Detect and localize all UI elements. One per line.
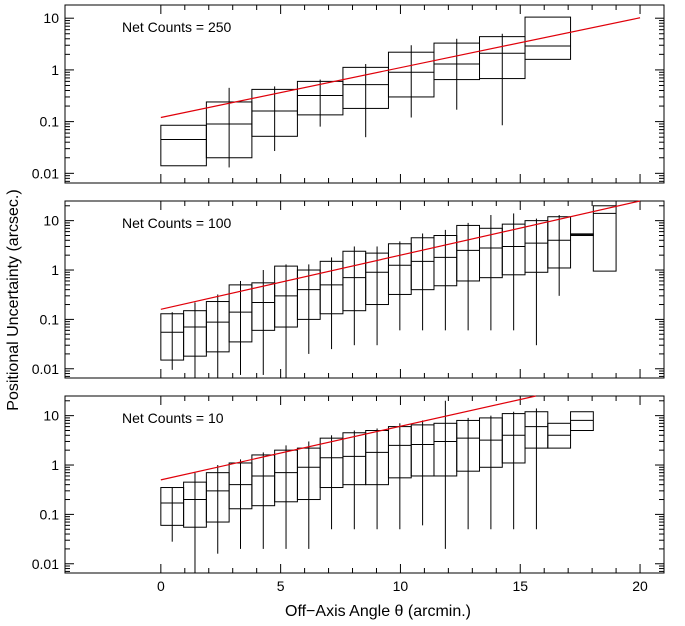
plot-frame bbox=[64, 4, 665, 184]
x-tick-label: 20 bbox=[632, 578, 648, 594]
panel-net-counts-100: 0.01 0.1 1 10 Net Counts = 100 bbox=[32, 200, 665, 379]
net-counts-label: Net Counts = 100 bbox=[122, 215, 232, 231]
y-tick-label: 10 bbox=[43, 408, 59, 424]
y-tick-label: 10 bbox=[43, 10, 59, 26]
y-tick-label: 1 bbox=[51, 457, 59, 473]
y-tick-label: 0.1 bbox=[40, 506, 60, 522]
y-tick-label: 1 bbox=[51, 262, 59, 278]
y-tick-label: 0.01 bbox=[32, 361, 59, 377]
y-tick-label: 1 bbox=[51, 62, 59, 78]
y-tick-label: 10 bbox=[43, 213, 59, 229]
x-tick-label: 10 bbox=[393, 578, 409, 594]
fit-line bbox=[160, 17, 641, 119]
box bbox=[547, 216, 572, 269]
panel-net-counts-250: 0.01 0.1 1 10 Net Counts = 250 bbox=[32, 4, 665, 184]
x-tick-label: 15 bbox=[512, 578, 528, 594]
x-tick-label: 0 bbox=[157, 578, 165, 594]
x-axis-label: Off−Axis Angle θ (arcmin.) bbox=[285, 603, 471, 620]
fit-line bbox=[160, 200, 641, 310]
fit-line bbox=[160, 395, 536, 481]
net-counts-label: Net Counts = 250 bbox=[122, 19, 232, 35]
y-tick-label: 0.01 bbox=[32, 165, 59, 181]
y-tick-label: 0.1 bbox=[40, 114, 60, 130]
x-tick-label: 5 bbox=[277, 578, 285, 594]
y-axis-label: Positional Uncertainty (arcsec.) bbox=[5, 189, 22, 410]
box bbox=[592, 205, 617, 272]
y-tick-label: 0.01 bbox=[32, 556, 59, 572]
y-tick-label: 0.1 bbox=[40, 311, 60, 327]
box bbox=[160, 124, 207, 167]
panel-net-counts-10: 0.01 0.1 1 10 0 5 10 15 20 Net Counts = 10 bbox=[32, 395, 665, 594]
box bbox=[524, 16, 572, 60]
net-counts-label: Net Counts = 10 bbox=[122, 410, 224, 426]
box bbox=[570, 411, 594, 432]
